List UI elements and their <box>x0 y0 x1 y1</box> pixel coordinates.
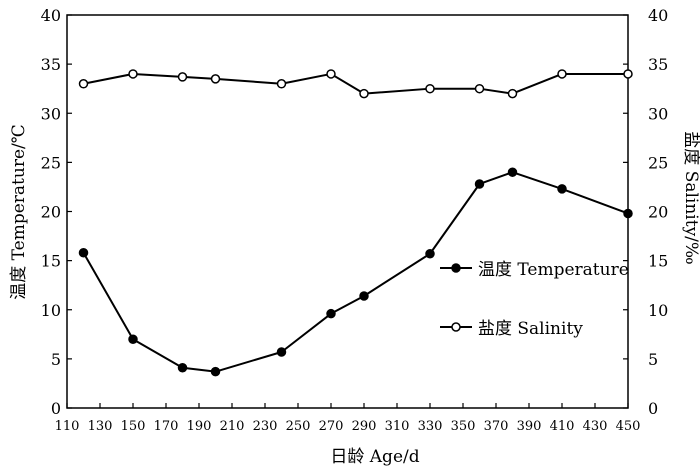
salinity-point <box>557 69 567 79</box>
y-right-tick-label: 35 <box>648 55 668 74</box>
legend-temperature-label: 温度 Temperature <box>478 260 629 280</box>
x-tick-label: 210 <box>220 419 245 434</box>
temperature-point <box>326 308 336 319</box>
temperature-point <box>128 334 138 344</box>
legend: 温度 Temperature 盐度 Salinity <box>440 260 629 339</box>
salinity-point <box>507 88 518 99</box>
salinity-point <box>623 69 633 79</box>
salinity-point <box>474 83 485 94</box>
salinity-point <box>177 72 188 82</box>
x-tick-label: 130 <box>88 419 113 434</box>
x-tick-label: 350 <box>451 419 476 434</box>
y-right-tick-label: 30 <box>648 104 668 123</box>
salinity-point <box>210 74 221 84</box>
x-axis-title: 日龄 Age/d <box>330 447 419 467</box>
temperature-point <box>507 167 518 177</box>
salinity-point <box>128 69 138 79</box>
y-right-tick-label: 0 <box>648 399 658 418</box>
y-left-tick-label: 25 <box>41 153 61 172</box>
y-left-tick-label: 0 <box>51 399 61 418</box>
x-tick-label: 150 <box>121 419 146 434</box>
y-left-tick-label: 15 <box>41 252 61 271</box>
y-left-tick-label: 35 <box>41 55 61 74</box>
temperature-point <box>78 248 89 258</box>
salinity-series-line <box>83 72 628 95</box>
x-tick-label: 310 <box>385 419 410 434</box>
legend-temperature-marker <box>451 263 461 273</box>
x-tick-label: 450 <box>616 419 641 434</box>
temperature-point <box>359 291 369 301</box>
series-layer <box>78 69 633 377</box>
salinity-point <box>326 69 336 79</box>
x-tick-label: 430 <box>583 419 608 434</box>
y-left-tick-label: 20 <box>41 203 61 222</box>
x-tick-label: 390 <box>517 419 542 434</box>
temperature-point <box>623 208 633 219</box>
y-right-tick-label: 5 <box>648 350 658 369</box>
y-right-axis-title: 盐度 Salinity/‰ <box>681 131 700 264</box>
x-tick-labels: 110 130 150 170 190 210 230 250 270 290 310 330 350 3… <box>55 403 641 434</box>
y-right-tick-label: 25 <box>648 153 668 172</box>
x-tick-label: 330 <box>418 419 443 434</box>
x-tick-label: 230 <box>253 419 278 434</box>
salinity-point <box>78 79 89 89</box>
y-left-axis-title: 温度 Temperature/℃ <box>9 124 29 300</box>
y-right-tick-label: 40 <box>648 6 668 25</box>
y-left-tick-label: 10 <box>41 301 61 320</box>
temperature-point <box>557 184 567 194</box>
temperature-point <box>177 362 188 373</box>
x-tick-label: 270 <box>319 419 344 434</box>
legend-item-temperature: 温度 Temperature <box>440 260 629 280</box>
temperature-point <box>276 347 287 357</box>
x-tick-label: 410 <box>550 419 575 434</box>
x-tick-label: 370 <box>484 419 509 434</box>
temperature-series-line <box>82 171 629 373</box>
temperature-point <box>474 179 485 189</box>
salinity-point <box>425 83 435 94</box>
legend-item-salinity: 盐度 Salinity <box>440 319 583 339</box>
x-tick-label: 110 <box>55 419 80 434</box>
y-right-tick-label: 20 <box>648 203 668 222</box>
y-left-tick-labels: 0 5 10 15 20 25 30 35 40 <box>41 6 72 418</box>
temperature-point <box>425 248 435 259</box>
x-tick-label: 170 <box>154 419 179 434</box>
x-tick-label: 250 <box>286 419 311 434</box>
y-right-tick-labels: 0 5 10 15 20 25 30 35 40 <box>623 6 668 418</box>
legend-salinity-label: 盐度 Salinity <box>478 319 583 339</box>
x-tick-label: 290 <box>352 419 377 434</box>
y-left-tick-label: 5 <box>51 350 61 369</box>
y-right-tick-label: 10 <box>648 301 668 320</box>
x-tick-label: 190 <box>187 419 212 434</box>
y-right-tick-label: 15 <box>648 252 668 271</box>
legend-salinity-marker <box>451 322 461 332</box>
salinity-point <box>276 79 287 89</box>
y-left-tick-label: 30 <box>41 104 61 123</box>
temperature-point <box>210 366 221 377</box>
y-left-tick-label: 40 <box>41 6 61 25</box>
salinity-point <box>359 88 369 99</box>
